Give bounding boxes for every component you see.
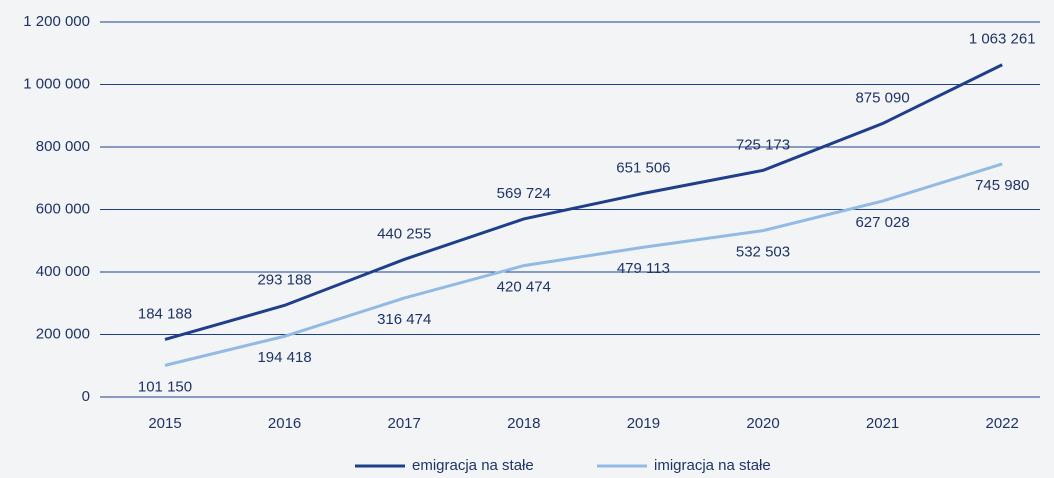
- x-tick-label: 2022: [986, 415, 1019, 432]
- data-label: 745 980: [975, 177, 1029, 194]
- data-label: 532 503: [736, 244, 790, 261]
- data-label: 293 188: [257, 271, 311, 288]
- x-tick-label: 2021: [866, 415, 899, 432]
- y-tick-label: 800 000: [36, 138, 90, 155]
- x-tick-label: 2018: [507, 415, 540, 432]
- data-label: 316 474: [377, 311, 431, 328]
- data-label: 479 113: [617, 260, 670, 277]
- data-label: 194 418: [257, 349, 311, 366]
- x-tick-label: 2016: [268, 415, 301, 432]
- y-tick-label: 200 000: [36, 325, 90, 342]
- data-label: 420 474: [497, 279, 551, 296]
- line: [164, 63, 1003, 341]
- y-tick-label: 0: [82, 388, 90, 405]
- data-label: 725 173: [736, 136, 790, 153]
- legend-label: emigracja na stałe: [412, 457, 534, 474]
- x-tick-label: 2019: [627, 415, 660, 432]
- y-tick-label: 400 000: [36, 263, 90, 280]
- data-label: 101 150: [138, 378, 192, 395]
- data-label: 569 724: [497, 185, 551, 202]
- x-tick-label: 2017: [388, 415, 421, 432]
- y-tick-label: 1 000 000: [23, 75, 90, 92]
- x-tick-label: 2015: [148, 415, 181, 432]
- x-tick-label: 2020: [746, 415, 779, 432]
- data-label: 440 255: [377, 225, 431, 242]
- data-label: 651 506: [616, 159, 670, 176]
- y-tick-label: 1 200 000: [23, 13, 90, 30]
- y-tick-label: 600 000: [36, 200, 90, 217]
- legend-label: imigracja na stałe: [654, 457, 771, 474]
- line: [164, 162, 1003, 367]
- data-label: 1 063 261: [969, 31, 1036, 48]
- data-label: 184 188: [138, 305, 192, 322]
- data-label: 875 090: [855, 90, 909, 107]
- data-label: 627 028: [855, 214, 909, 231]
